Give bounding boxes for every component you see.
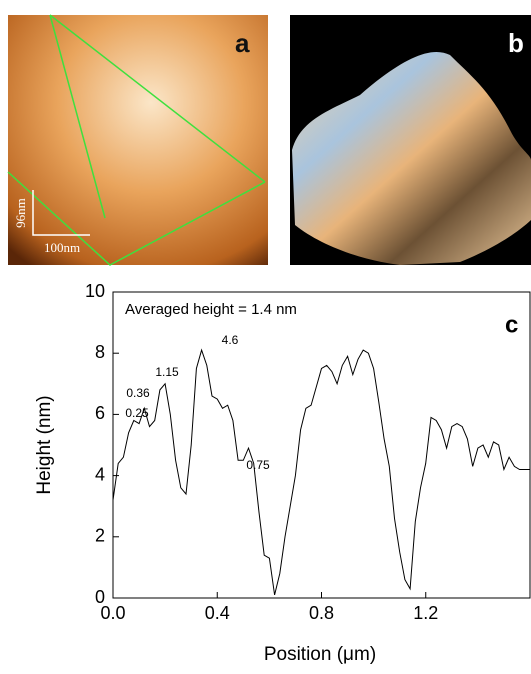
scale-label: 100nm [44, 240, 80, 255]
afm-height-map [8, 15, 268, 265]
y-tick-label: 2 [95, 526, 105, 546]
peak-annotation: 0.25 [125, 406, 149, 420]
x-tick-label: 0.0 [100, 603, 125, 623]
scale-label: 96nm [13, 198, 28, 228]
x-tick-label: 1.2 [413, 603, 438, 623]
scale-bar [32, 190, 90, 236]
afm-image-b: b [290, 15, 531, 265]
line-scan-paths [7, 14, 266, 266]
panel-label: a [235, 28, 250, 58]
y-tick-label: 6 [95, 403, 105, 423]
x-tick-label: 0.8 [309, 603, 334, 623]
plot-frame [112, 291, 531, 599]
panel-label: b [508, 28, 524, 58]
peak-annotation: 0.75 [246, 458, 270, 472]
peak-annotation: 0.36 [126, 386, 150, 400]
y-tick-label: 0 [95, 587, 105, 607]
panel-label: c [505, 311, 518, 338]
subtitle: Averaged height = 1.4 nm [125, 301, 297, 318]
height-profile [112, 348, 530, 596]
chart: Averaged height = 1.4 nm c Height (nm) P… [34, 281, 531, 665]
peak-annotation: 4.6 [222, 333, 239, 347]
y-tick-label: 8 [95, 342, 105, 362]
afm-3d-surface [292, 51, 531, 265]
x-axis-label: Position (μm) [264, 644, 376, 665]
afm-image-a: a 96nm 100nm [7, 14, 268, 266]
y-axis-label: Height (nm) [34, 395, 55, 494]
y-tick-label: 4 [95, 464, 105, 484]
x-tick-label: 0.4 [205, 603, 230, 623]
y-tick-label: 10 [85, 281, 105, 301]
peak-annotation: 1.15 [155, 365, 179, 379]
